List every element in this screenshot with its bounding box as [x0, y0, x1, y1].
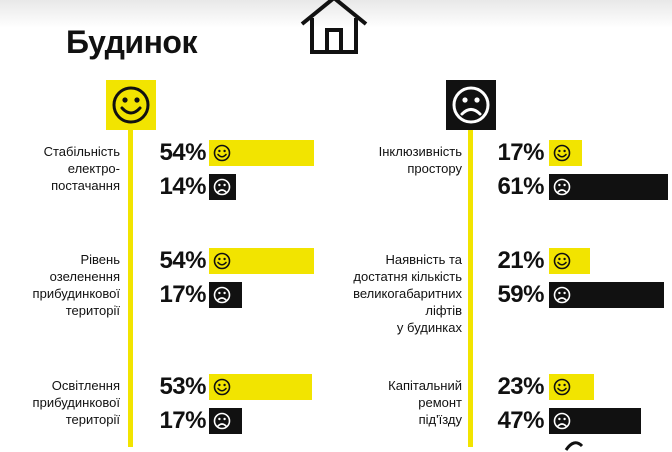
metric-label-line: Інклюзивність	[378, 144, 462, 159]
sad-face-icon	[553, 412, 571, 430]
positive-percent-label: 54%	[159, 247, 206, 274]
metric-label-line: прибудинкової	[32, 286, 120, 301]
smile-face-icon	[213, 378, 231, 396]
metric-label-line: електро-	[67, 161, 120, 176]
metric-label-line: простору	[407, 161, 462, 176]
metric-label-line: ліфтів	[425, 303, 462, 318]
sad-face-icon	[213, 178, 231, 196]
metric-label-line: під'їзду	[418, 412, 462, 427]
positive-bar	[549, 374, 594, 400]
positive-column-line	[128, 100, 133, 447]
sad-face-icon	[213, 286, 231, 304]
negative-bar	[209, 282, 242, 308]
metric-label-line: озеленення	[49, 269, 120, 284]
negative-percent-label: 17%	[159, 281, 206, 308]
negative-percent-label: 61%	[497, 173, 544, 200]
negative-percent-label: 47%	[497, 407, 544, 434]
positive-percent-label: 54%	[159, 139, 206, 166]
sad-face-icon	[213, 412, 231, 430]
positive-percent-label: 23%	[497, 373, 544, 400]
metric-label-line: території	[65, 303, 120, 318]
negative-bar	[209, 408, 242, 434]
negative-bar	[549, 408, 641, 434]
metric-label-line: достатня кількість	[353, 269, 462, 284]
positive-bar	[209, 248, 314, 274]
metric-label-line: Капітальний	[388, 378, 462, 393]
positive-bar	[209, 374, 312, 400]
positive-percent-label: 53%	[159, 373, 206, 400]
negative-percent-label: 14%	[159, 173, 206, 200]
metric-label-line: Стабільність	[43, 144, 120, 159]
positive-bar	[549, 248, 590, 274]
metric-label: Капітальний ремонт під'їзду	[312, 377, 462, 428]
negative-percent-label: 59%	[497, 281, 544, 308]
metric-label-line: ремонт	[418, 395, 462, 410]
sad-face-icon	[553, 286, 571, 304]
positive-percent-label: 17%	[497, 139, 544, 166]
metric-label-line: Освітлення	[51, 378, 120, 393]
negative-column-line	[468, 100, 473, 447]
negative-bar	[209, 174, 236, 200]
sad-face-icon	[446, 80, 496, 130]
metric-label-line: Наявність та	[385, 252, 462, 267]
positive-bar	[549, 140, 582, 166]
metric-label: Рівень озеленення прибудинкової території	[0, 251, 120, 319]
metric-label-line: Рівень	[80, 252, 120, 267]
smile-face-icon	[213, 144, 231, 162]
smile-face-icon	[553, 252, 571, 270]
smile-face-icon	[553, 144, 571, 162]
smile-face-icon	[106, 80, 156, 130]
house-icon	[300, 0, 368, 54]
metric-label-line: постачання	[51, 178, 120, 193]
negative-bar	[549, 282, 664, 308]
metric-label-line: великогабаритних	[353, 286, 462, 301]
metric-label: Інклюзивність простору	[312, 143, 462, 177]
negative-bar	[549, 174, 668, 200]
positive-percent-label: 21%	[497, 247, 544, 274]
sad-face-icon	[553, 178, 571, 196]
smile-face-icon	[553, 378, 571, 396]
metric-label-line: прибудинкової	[32, 395, 120, 410]
metric-label: Наявність та достатня кількість великогаба…	[312, 251, 462, 336]
page-title: Будинок	[66, 24, 197, 60]
positive-bar	[209, 140, 314, 166]
metric-label-line: у будинках	[396, 320, 462, 335]
top-band	[0, 0, 672, 28]
corner-mark	[564, 441, 584, 451]
metric-label-line: території	[65, 412, 120, 427]
metric-label: Освітлення прибудинкової території	[0, 377, 120, 428]
metric-label: Стабільність електро-постачання	[0, 143, 120, 194]
smile-face-icon	[213, 252, 231, 270]
negative-percent-label: 17%	[159, 407, 206, 434]
